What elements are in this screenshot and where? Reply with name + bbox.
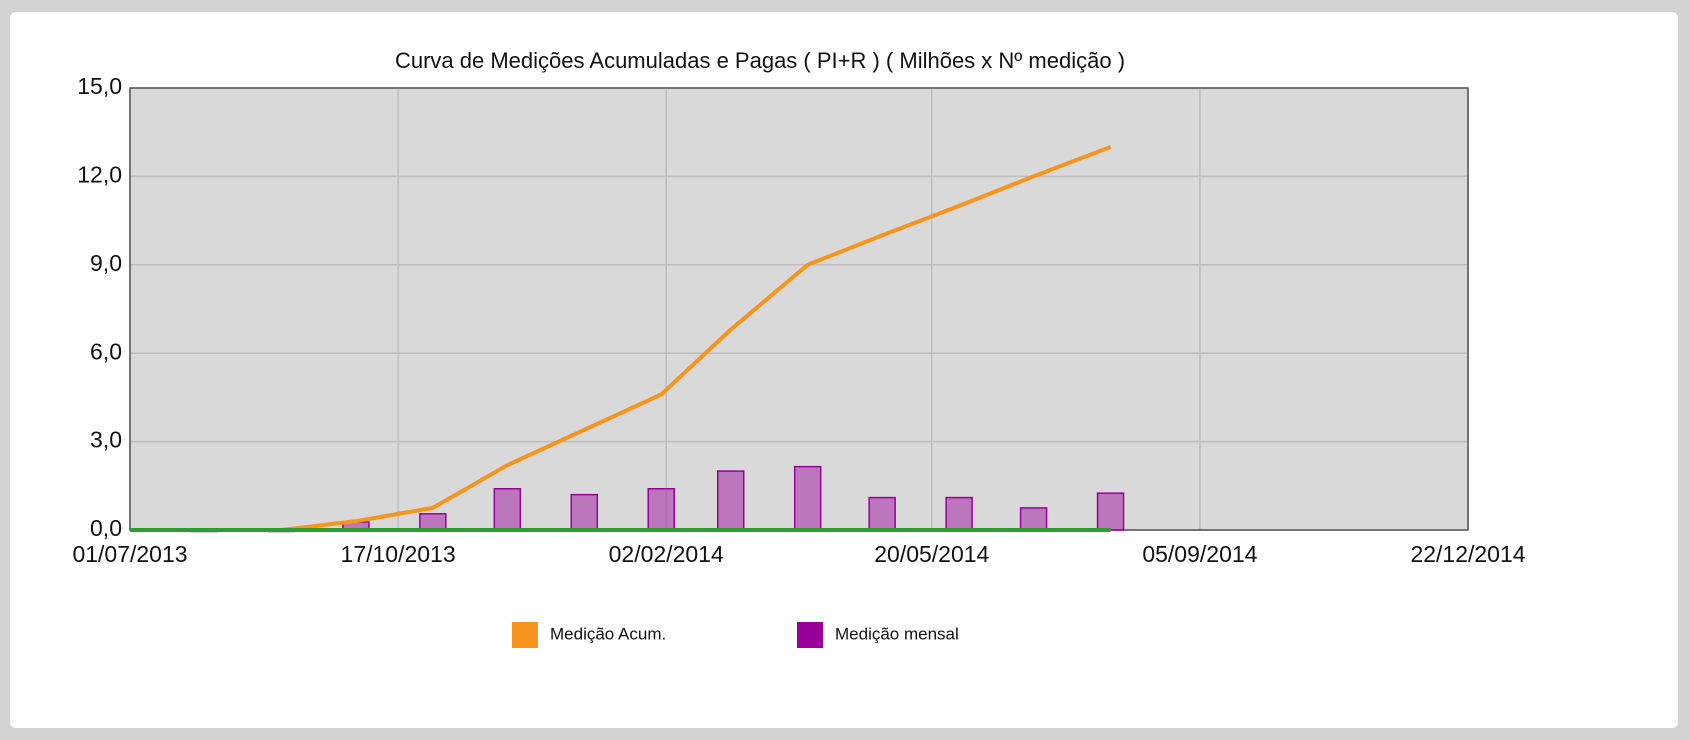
plot-area (130, 88, 1468, 530)
legend-swatch (512, 622, 538, 648)
x-tick-label: 01/07/2013 (72, 541, 187, 567)
chart-title: Curva de Medições Acumuladas e Pagas ( P… (395, 48, 1125, 73)
y-tick-label: 6,0 (90, 338, 122, 364)
bar (793, 465, 822, 531)
bar (1019, 507, 1048, 531)
x-tick-label: 02/02/2014 (609, 541, 724, 567)
x-tick-label: 20/05/2014 (874, 541, 989, 567)
y-tick-label: 12,0 (77, 161, 122, 187)
y-tick-label: 3,0 (90, 427, 122, 453)
legend-label: Medição mensal (835, 624, 959, 643)
bar (868, 496, 896, 531)
bar (1096, 492, 1125, 531)
legend-swatch (797, 622, 823, 648)
bar (419, 513, 447, 531)
bar (647, 487, 675, 531)
x-tick-label: 22/12/2014 (1410, 541, 1525, 567)
bar (493, 487, 522, 531)
x-tick-label: 17/10/2013 (341, 541, 456, 567)
bar (945, 496, 973, 531)
bar (570, 493, 599, 531)
y-tick-label: 9,0 (90, 250, 122, 276)
legend-label: Medição Acum. (550, 624, 666, 643)
bar (716, 470, 745, 531)
x-tick-label: 05/09/2014 (1142, 541, 1257, 567)
line (204, 145, 1112, 532)
y-tick-label: 15,0 (77, 73, 122, 99)
y-tick-label: 0,0 (90, 515, 122, 541)
